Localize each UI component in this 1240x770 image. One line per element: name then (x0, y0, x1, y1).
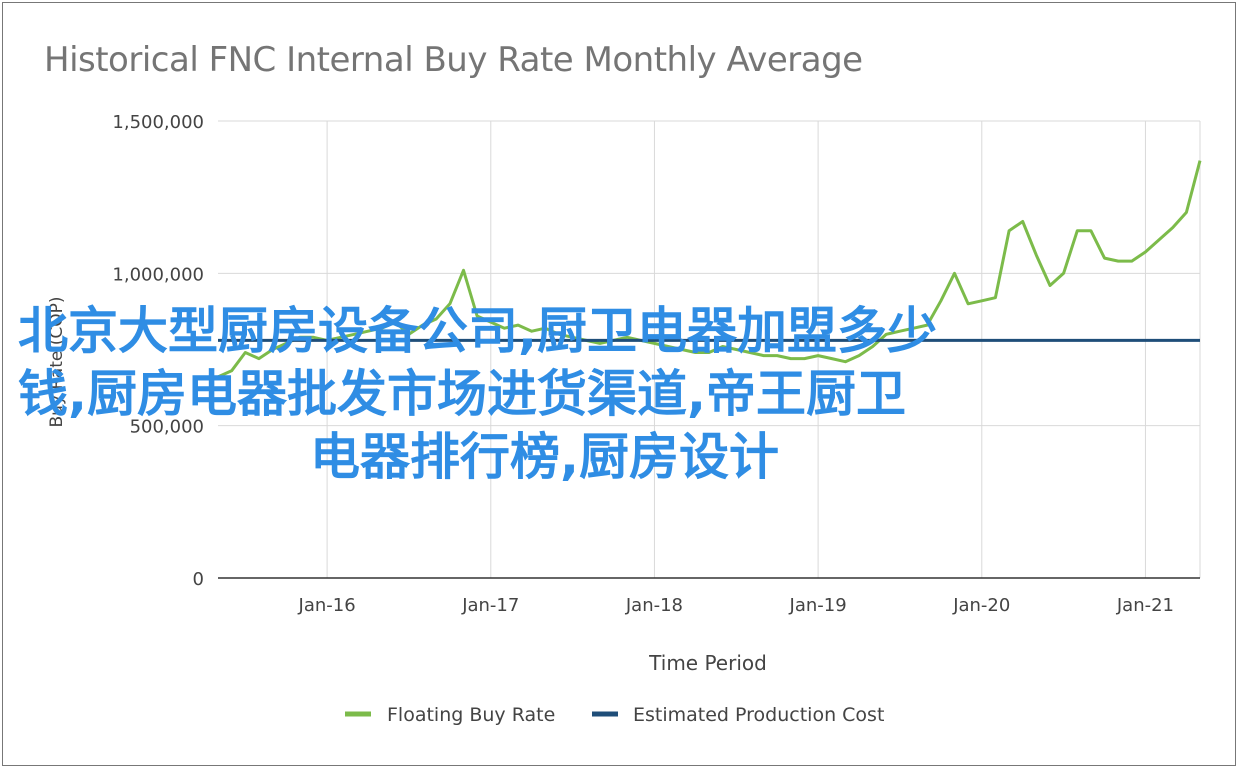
legend-label: Floating Buy Rate (387, 704, 555, 726)
x-tick-label: Jan-18 (625, 595, 683, 616)
legend: Floating Buy Rate Estimated Production Co… (345, 704, 884, 726)
y-tick-label: 1,000,000 (112, 264, 204, 285)
y-axis-label: Buy Rate (COP) (47, 296, 67, 427)
overlay-text-line-3: 电器排行榜,厨房设计 (310, 428, 779, 486)
floating-buy-rate-line (217, 160, 1202, 379)
grid-lines (218, 120, 1201, 578)
x-axis-label: Time Period (648, 651, 767, 675)
series-lines (217, 160, 1202, 379)
x-tick-label: Jan-19 (789, 595, 847, 616)
x-tick-label: Jan-16 (298, 595, 356, 616)
y-tick-label: 1,500,000 (112, 112, 204, 133)
x-tick-label: Jan-21 (1116, 595, 1174, 616)
x-tick-label: Jan-17 (461, 595, 519, 616)
y-tick-label: 0 (193, 569, 204, 590)
x-tick-label: Jan-20 (952, 595, 1010, 616)
overlay-text-line-1: 北京大型厨房设备公司,厨卫电器加盟多少 (18, 302, 937, 360)
x-axis-ticks: Jan-16 Jan-17 Jan-18 Jan-19 Jan-20 Jan-21 (298, 595, 1174, 616)
y-tick-label: 500,000 (130, 417, 204, 438)
overlay-text-line-2: 钱,厨房电器批发市场进货渠道,帝王厨卫 (18, 365, 906, 423)
y-axis-ticks: 0 500,000 1,000,000 1,500,000 (112, 112, 204, 590)
legend-label: Estimated Production Cost (633, 704, 884, 726)
chart-title: Historical FNC Internal Buy Rate Monthly… (44, 40, 863, 80)
